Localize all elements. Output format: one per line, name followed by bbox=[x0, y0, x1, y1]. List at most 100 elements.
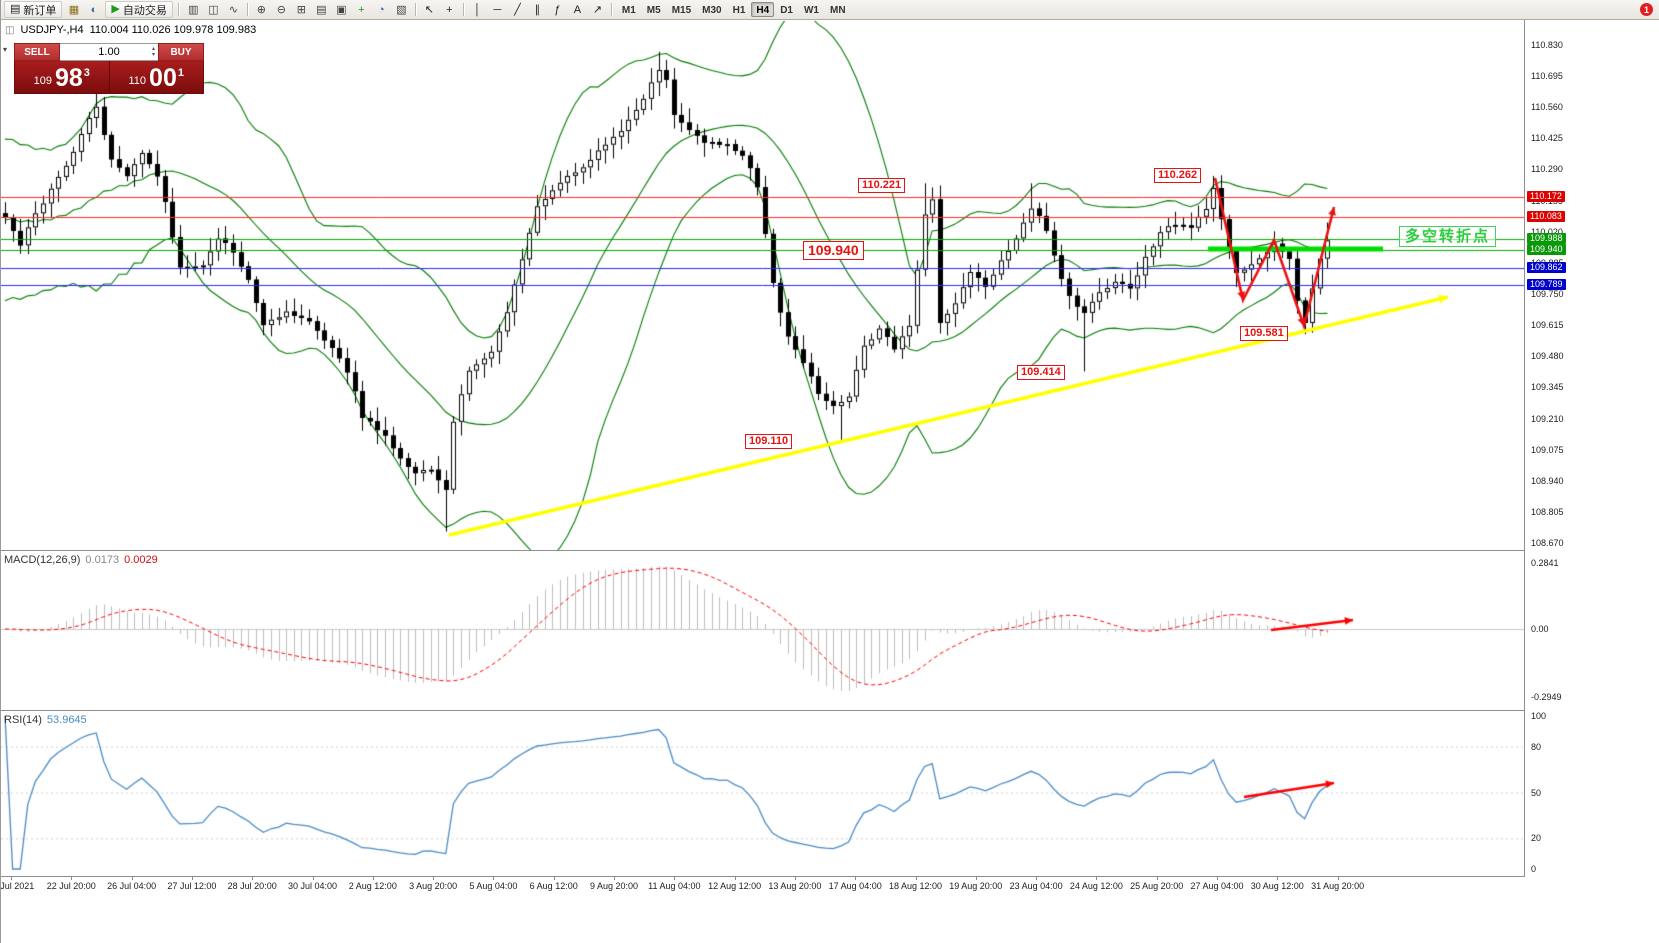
time-label: 13 Aug 20:00 bbox=[768, 881, 822, 891]
price-annotation[interactable]: 110.221 bbox=[858, 178, 906, 193]
toolbar-separator bbox=[462, 3, 464, 16]
price-line-label: 110.083 bbox=[1527, 211, 1565, 223]
time-tick bbox=[915, 877, 917, 880]
time-tick bbox=[1217, 877, 1218, 880]
buy-button[interactable]: BUY bbox=[158, 43, 204, 61]
time-label: 30 Aug 12:00 bbox=[1250, 881, 1304, 891]
time-tick bbox=[493, 877, 495, 880]
sell-button[interactable]: SELL bbox=[14, 43, 60, 61]
text-icon[interactable]: A bbox=[573, 3, 582, 16]
price-tick: 109.210 bbox=[1531, 413, 1564, 424]
price-tick: 110.830 bbox=[1531, 39, 1563, 50]
price-tick: 20 bbox=[1531, 833, 1542, 844]
turning-point-annotation[interactable]: 多空转折点 bbox=[1399, 226, 1497, 247]
price-tick: 50 bbox=[1531, 787, 1542, 798]
timeframe-w1[interactable]: W1 bbox=[803, 5, 819, 16]
price-tick: -0.2949 bbox=[1531, 692, 1562, 702]
toolbar-separator bbox=[414, 3, 416, 16]
line-chart-icon[interactable]: ∿ bbox=[228, 4, 238, 16]
time-tick bbox=[252, 877, 254, 880]
trendline-icon[interactable]: ╱ bbox=[514, 4, 521, 16]
price-line-label: 109.988 bbox=[1527, 233, 1566, 245]
macd-panel-divider[interactable] bbox=[1, 550, 1659, 551]
tile-windows-icon[interactable]: ⊞ bbox=[296, 4, 306, 16]
timeframe-m1[interactable]: M1 bbox=[621, 5, 636, 16]
arrows-icon[interactable]: ↗ bbox=[592, 4, 602, 16]
price-tick: 109.075 bbox=[1531, 444, 1564, 455]
time-label: 5 Aug 04:00 bbox=[469, 881, 518, 891]
period-clock-icon[interactable]: ◔ bbox=[378, 3, 385, 16]
price-annotation[interactable]: 110.262 bbox=[1154, 168, 1202, 183]
volume-spinner-icon[interactable]: ▴ ▾ bbox=[151, 46, 155, 58]
vertical-line-icon[interactable]: │ bbox=[473, 3, 481, 16]
time-tick bbox=[433, 877, 435, 880]
one-click-trade-panel: SELL 1.00 ▴ ▾ BUY 109 98 3 110 00 1 bbox=[14, 43, 204, 94]
price-tick: 0.00 bbox=[1531, 624, 1549, 634]
timeframe-m5[interactable]: M5 bbox=[646, 5, 661, 16]
price-tick: 108.805 bbox=[1531, 506, 1564, 517]
crosshair-icon[interactable]: + bbox=[446, 3, 453, 16]
fibonacci-icon[interactable]: ƒ bbox=[554, 3, 561, 16]
refresh-icon[interactable]: ◐ bbox=[90, 3, 98, 16]
buy-price[interactable]: 110 00 1 bbox=[128, 64, 184, 92]
volume-input[interactable]: 1.00 ▴ ▾ bbox=[60, 43, 158, 61]
timeframe-d1[interactable]: D1 bbox=[780, 5, 793, 16]
zoom-in-icon[interactable]: ⊕ bbox=[256, 4, 266, 16]
volume-value: 1.00 bbox=[98, 46, 120, 58]
timeframe-m30[interactable]: M30 bbox=[702, 5, 722, 16]
time-tick bbox=[553, 877, 555, 880]
price-annotation[interactable]: 109.110 bbox=[745, 434, 793, 449]
cursor-icon[interactable]: ↖ bbox=[424, 4, 434, 16]
time-axis-divider bbox=[1, 876, 1659, 877]
price-annotation[interactable]: 109.414 bbox=[1017, 365, 1065, 380]
new-order-button[interactable]: ▤ 新订单 bbox=[4, 1, 63, 18]
auto-trading-play-icon: ▶ bbox=[111, 3, 120, 15]
timeframe-mn[interactable]: MN bbox=[829, 5, 846, 16]
time-label: 27 Jul 12:00 bbox=[167, 881, 217, 891]
price-annotation[interactable]: 109.940 bbox=[803, 241, 864, 260]
time-label: 31 Aug 20:00 bbox=[1311, 881, 1365, 891]
time-label: 27 Aug 04:00 bbox=[1190, 881, 1244, 891]
zoom-out-icon[interactable]: ⊖ bbox=[276, 4, 286, 16]
time-label: 3 Aug 20:00 bbox=[409, 881, 458, 891]
time-tick bbox=[734, 877, 736, 880]
rsi-label: RSI(14) 53.9645 bbox=[4, 714, 87, 726]
template-icon[interactable]: ▧ bbox=[396, 4, 407, 16]
time-label: 12 Aug 12:00 bbox=[708, 881, 762, 891]
price-tick: 109.480 bbox=[1531, 351, 1564, 362]
horizontal-line-icon[interactable]: ─ bbox=[493, 3, 502, 16]
time-tick bbox=[71, 877, 73, 880]
time-tick bbox=[131, 877, 133, 880]
timeframe-h1[interactable]: H1 bbox=[732, 5, 746, 16]
timeframe-h4[interactable]: H4 bbox=[751, 2, 775, 17]
price-tick: 108.670 bbox=[1531, 538, 1564, 549]
price-line-label: 109.940 bbox=[1527, 244, 1566, 256]
price-annotation[interactable]: 109.581 bbox=[1240, 326, 1288, 341]
candlestick-chart-icon[interactable]: ◫ bbox=[208, 4, 219, 16]
trade-panel-collapse-icon[interactable]: ▾ bbox=[3, 45, 8, 54]
time-tick bbox=[614, 877, 615, 880]
time-tick bbox=[794, 877, 796, 880]
add-indicator-icon[interactable]: + bbox=[358, 3, 365, 16]
auto-trading-button[interactable]: ▶ 自动交易 bbox=[105, 1, 173, 18]
chart-window-icon[interactable]: ▦ bbox=[68, 4, 80, 16]
alert-badge[interactable]: 1 bbox=[1640, 3, 1653, 16]
price-tick: 100 bbox=[1531, 711, 1547, 721]
price-scale[interactable]: 110.830 110.695 110.560 110.425 110.290 110.1… bbox=[1525, 20, 1659, 877]
cascade-icon[interactable]: ▣ bbox=[336, 4, 347, 16]
channel-icon[interactable]: ∥ bbox=[534, 4, 541, 16]
bar-chart-icon[interactable]: ▥ bbox=[188, 4, 199, 16]
sell-price[interactable]: 109 98 3 bbox=[15, 61, 110, 93]
arrange-icon[interactable]: ▤ bbox=[316, 4, 327, 16]
rsi-panel-divider[interactable] bbox=[1, 710, 1659, 711]
timeframe-m15[interactable]: M15 bbox=[671, 5, 692, 16]
time-axis[interactable]: 21 Jul 2021 22 Jul 20:00 26 Jul 04:00 27 Ju… bbox=[1, 877, 1659, 895]
time-label: 24 Aug 12:00 bbox=[1069, 881, 1123, 891]
price-line-label: 110.172 bbox=[1527, 190, 1565, 202]
toolbar-separator bbox=[177, 3, 179, 16]
new-order-label: 新订单 bbox=[23, 4, 57, 17]
auto-trading-label: 自动交易 bbox=[122, 4, 167, 17]
time-tick bbox=[1277, 877, 1279, 880]
price-tick: 80 bbox=[1531, 741, 1542, 752]
